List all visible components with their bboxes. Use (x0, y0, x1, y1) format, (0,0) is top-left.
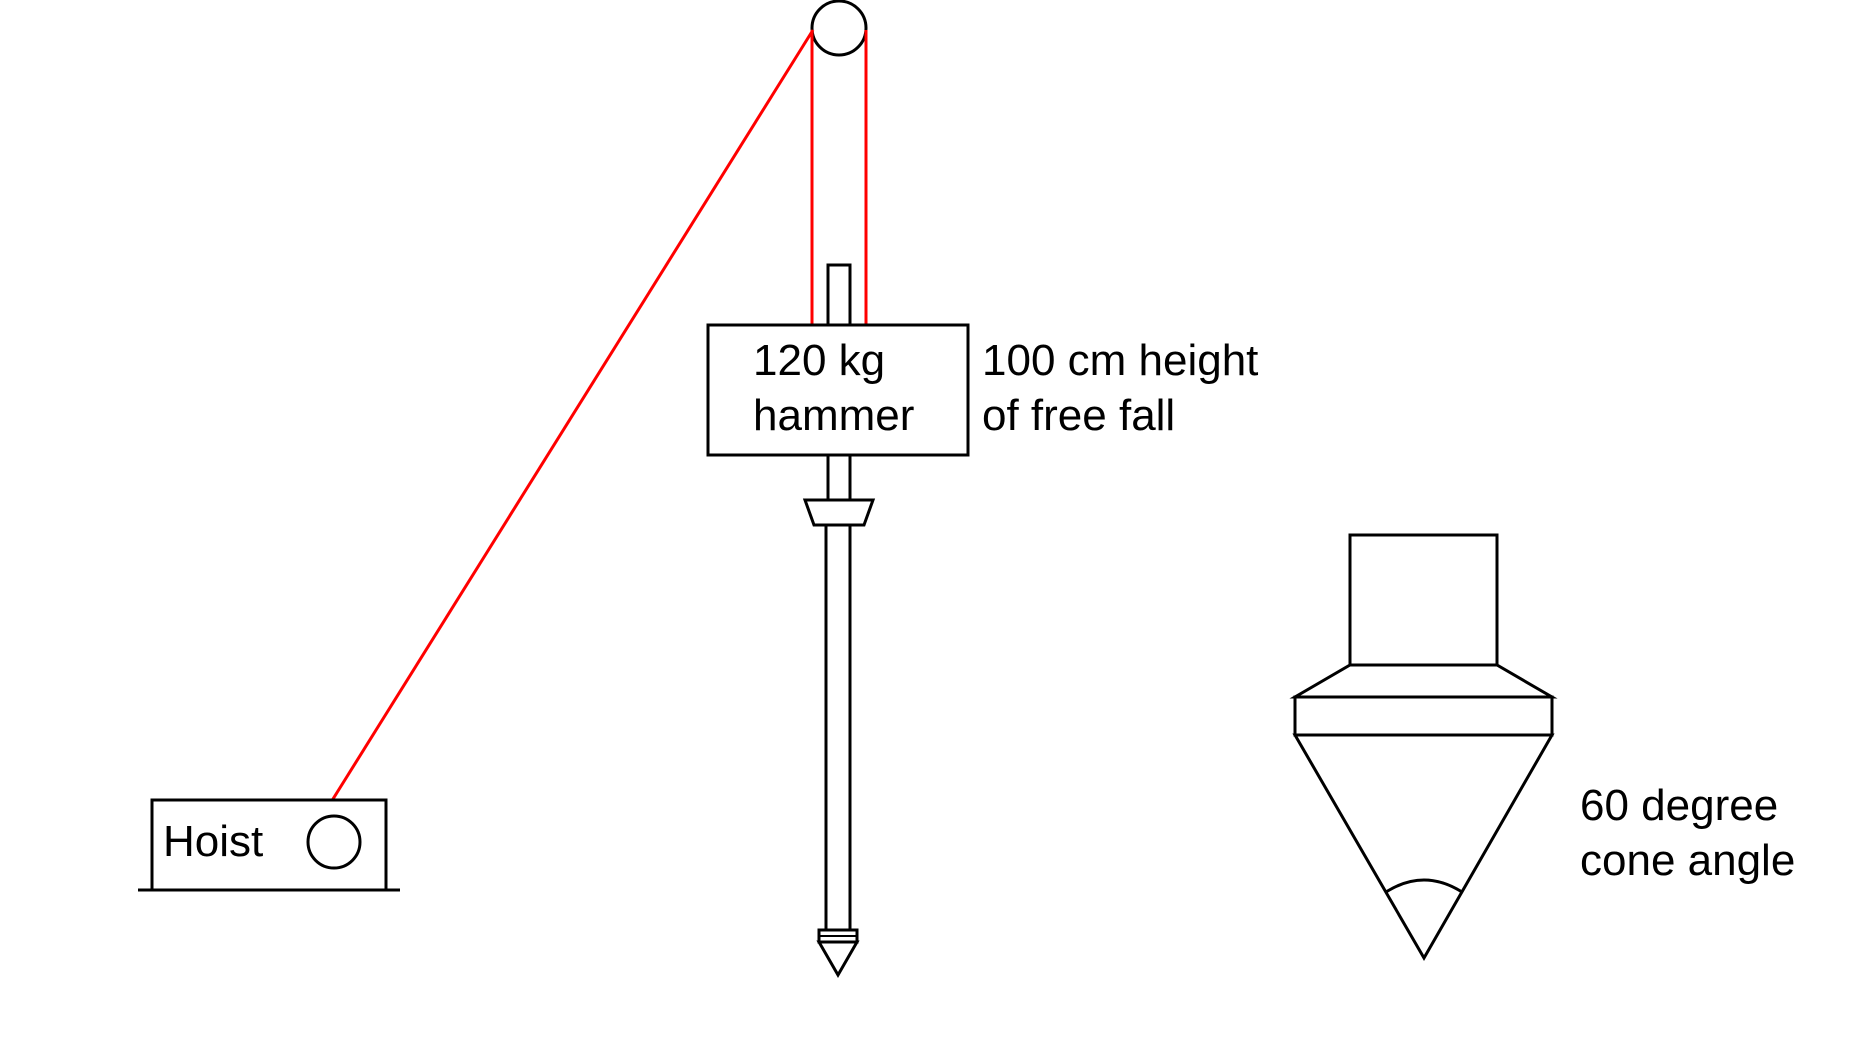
fall-height-label-line1: 100 cm height (982, 336, 1258, 385)
drive-rod (824, 523, 852, 932)
cone-angle-label-line2: cone angle (1580, 836, 1795, 885)
hammer-label-line1: 120 kg (753, 336, 885, 385)
anvil (802, 498, 876, 527)
cone-detail-collar (1293, 695, 1554, 737)
cone-detail-shaft (1348, 533, 1499, 667)
cone-detail-tip (1292, 733, 1555, 962)
rope (321, 29, 868, 816)
fall-height-label-line2: of free fall (982, 391, 1175, 440)
rope-to-hoist (321, 29, 815, 816)
rod-cone-tip (816, 940, 860, 979)
cone-angle-arc (1385, 878, 1463, 894)
guide-rod-top (826, 263, 852, 327)
hoist-drum (306, 814, 362, 870)
cone-detail-shoulder (1289, 663, 1558, 699)
hammer-label-line2: hammer (753, 391, 914, 440)
hoist-label: Hoist (163, 817, 263, 866)
hammer-block (706, 323, 970, 457)
guide-rod-middle (826, 453, 852, 502)
pulley (810, 0, 868, 57)
cone-angle-label-line1: 60 degree (1580, 781, 1778, 830)
